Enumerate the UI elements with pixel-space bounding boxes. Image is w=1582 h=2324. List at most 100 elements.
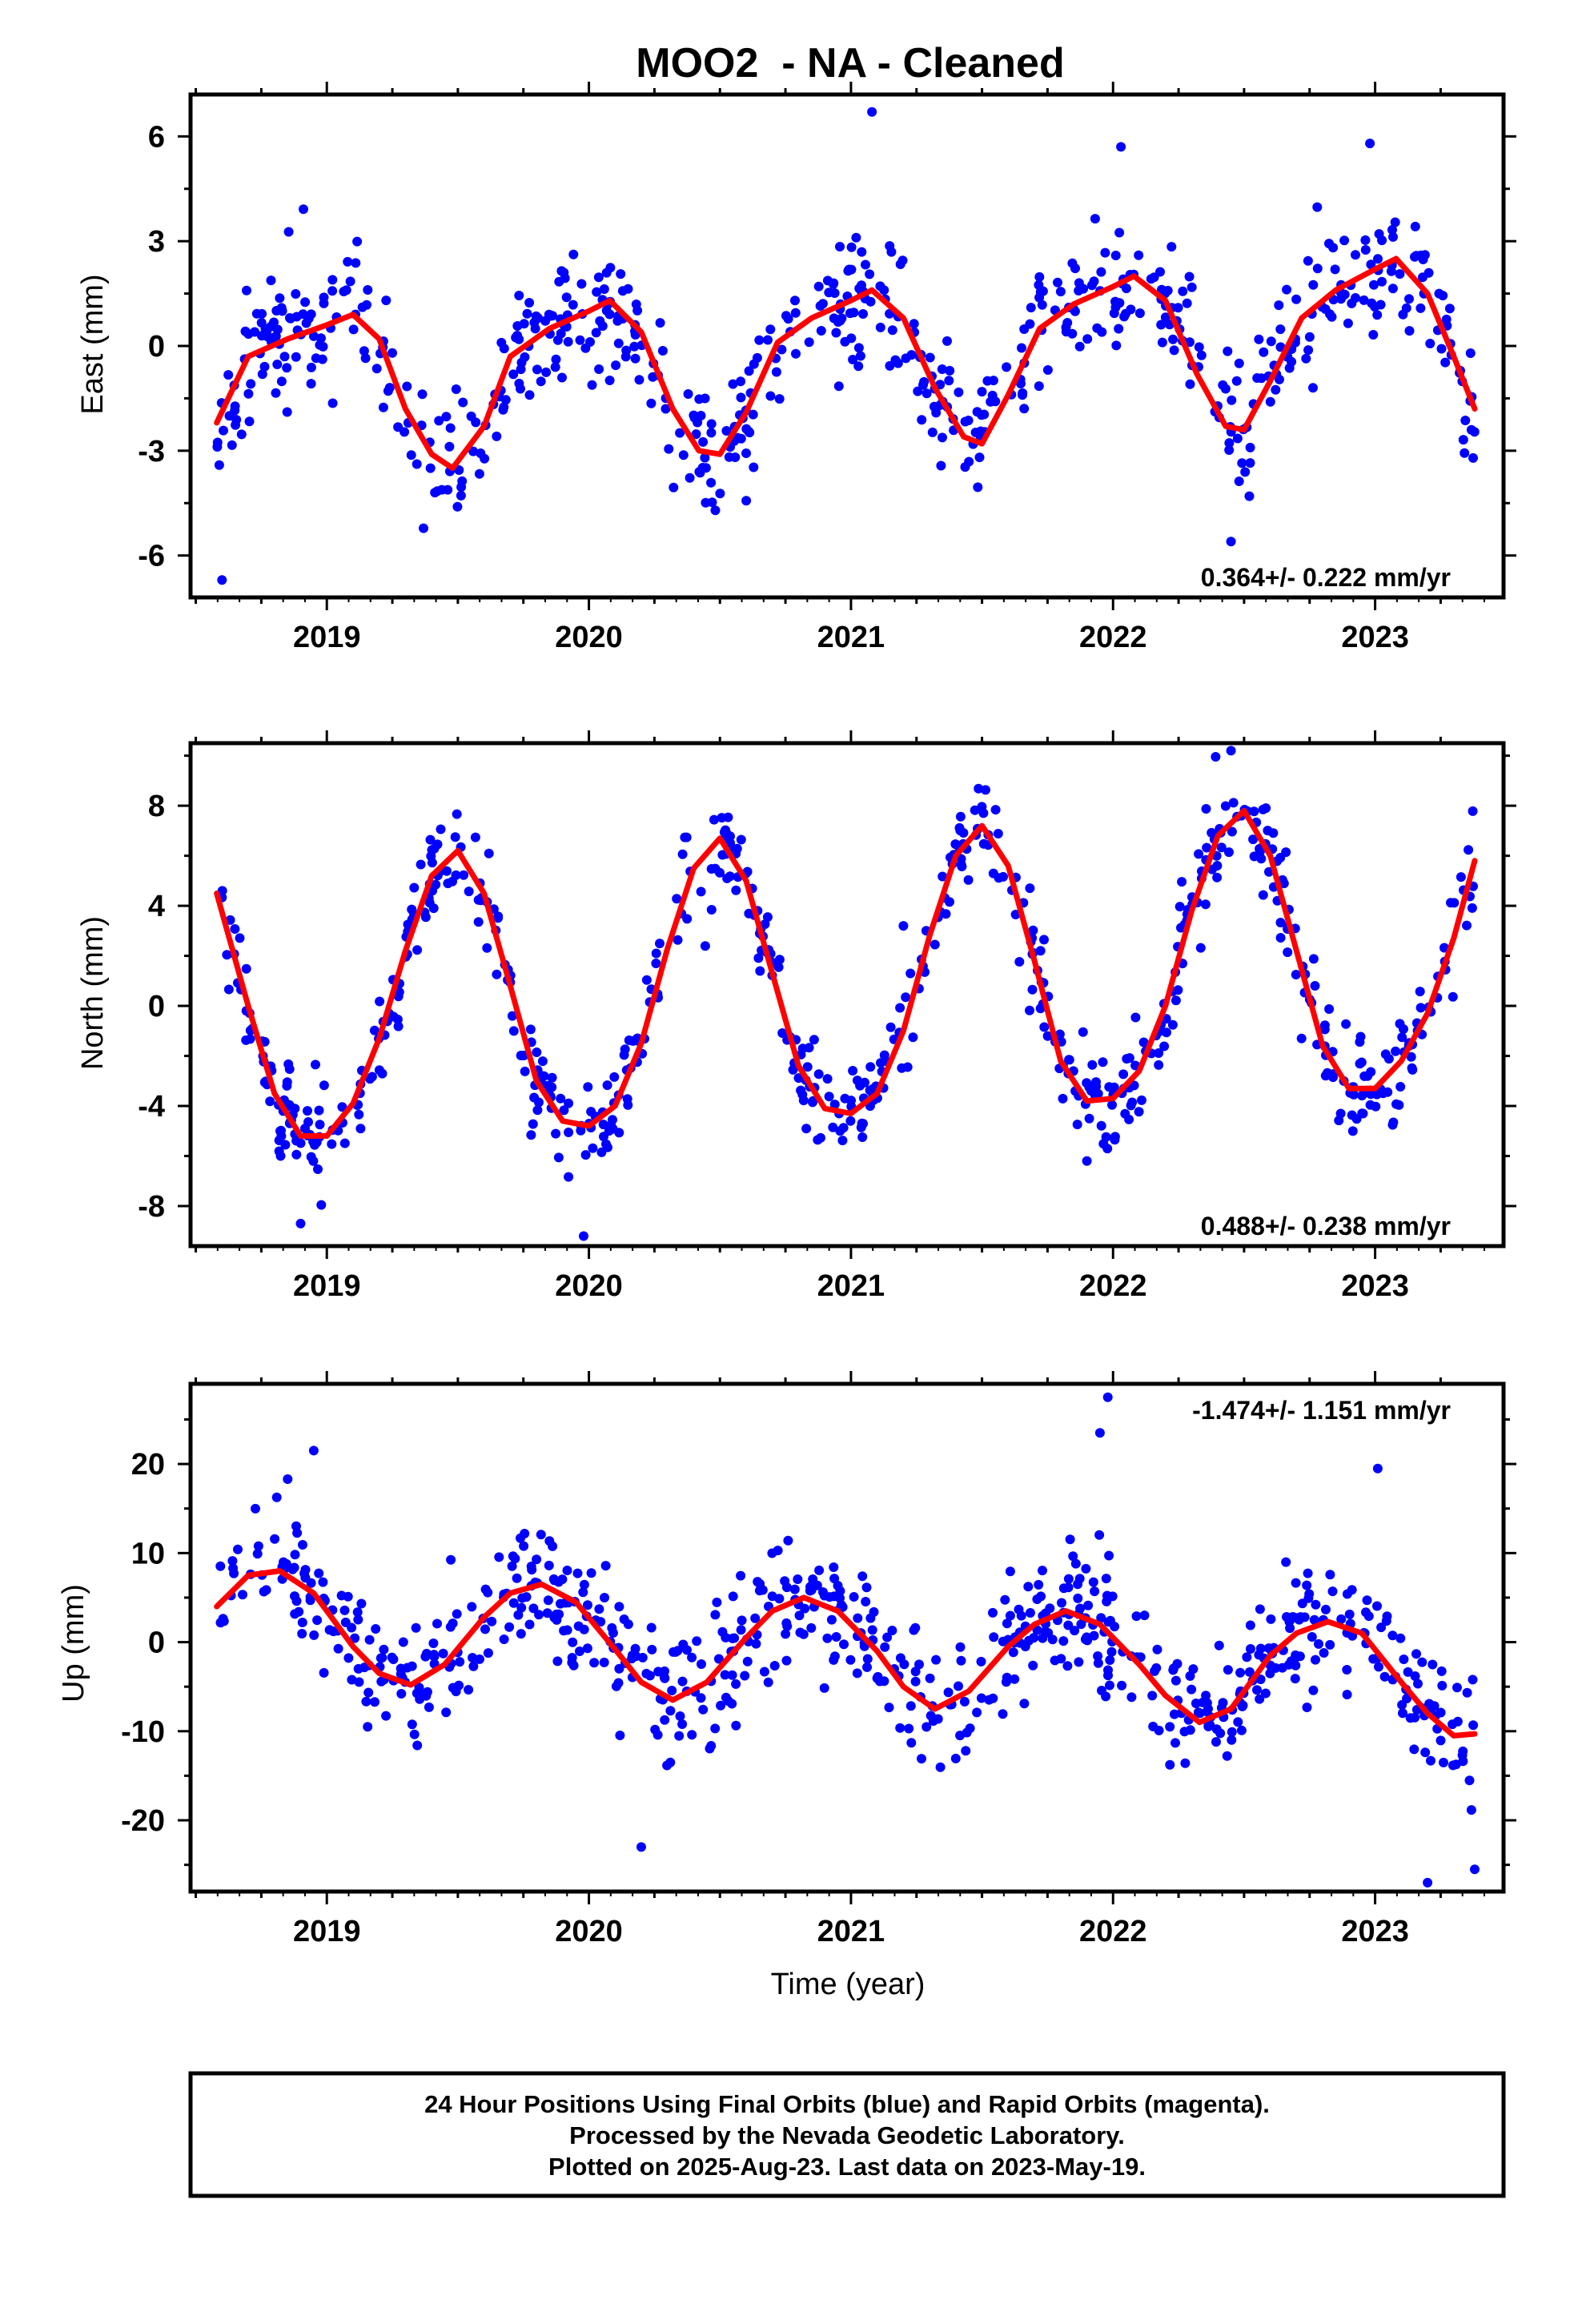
north-data-point (1042, 1031, 1053, 1041)
north-data-point (464, 887, 474, 897)
up-data-point (910, 1676, 921, 1687)
north-outlier-point (295, 1218, 306, 1228)
north-data-point (327, 1139, 337, 1149)
east-data-point (1404, 326, 1415, 336)
east-data-point (1082, 334, 1093, 344)
north-data-point (547, 1072, 557, 1083)
east-data-point (1303, 255, 1313, 266)
up-data-point (1179, 1727, 1190, 1737)
up-data-point (882, 1632, 893, 1642)
north-data-point (677, 849, 688, 859)
up-data-point (1097, 1686, 1106, 1695)
north-data-point (1391, 1046, 1401, 1056)
north-data-point (1138, 1037, 1149, 1047)
east-data-point (230, 401, 240, 412)
up-data-point (931, 1655, 942, 1665)
up-data-point (343, 1653, 354, 1663)
east-data-point (529, 317, 540, 328)
up-data-point (1436, 1666, 1447, 1676)
up-data-point (1106, 1647, 1117, 1657)
east-data-point (700, 452, 710, 463)
east-data-point (276, 303, 287, 313)
east-data-point (432, 486, 443, 497)
north-data-point (614, 1128, 624, 1138)
north-ytick-label: 4 (148, 890, 165, 923)
north-data-point (1308, 954, 1319, 964)
east-data-point (691, 429, 701, 440)
up-data-point (411, 1622, 421, 1633)
north-data-point (241, 963, 251, 974)
north-data-point (988, 868, 998, 879)
north-data-point (1118, 1069, 1129, 1080)
up-data-point (826, 1614, 837, 1625)
north-data-point (1078, 1027, 1088, 1037)
up-data-point (583, 1600, 592, 1610)
up-data-point (1000, 1594, 1010, 1605)
up-data-point (1413, 1679, 1423, 1689)
north-data-point (822, 1074, 833, 1084)
up-data-point (906, 1738, 917, 1748)
north-data-point (1258, 890, 1268, 900)
east-data-point (972, 407, 982, 417)
east-data-point (1114, 227, 1125, 238)
north-data-point (857, 1132, 868, 1142)
up-data-point (1025, 1608, 1035, 1618)
east-data-point (921, 388, 932, 399)
north-data-point (620, 1044, 630, 1055)
up-data-point (507, 1561, 517, 1571)
up-panel: Up (mm) -1.474+/- 1.151 mm/yr Time (year… (57, 1371, 1516, 2001)
up-data-point (445, 1622, 456, 1632)
up-data-point (1302, 1703, 1312, 1712)
east-data-point (678, 450, 689, 460)
footer-frame (188, 2071, 1506, 2198)
north-data-point (1027, 984, 1038, 995)
east-data-point (1157, 337, 1167, 348)
up-data-point (1381, 1616, 1391, 1626)
up-data-point (814, 1565, 825, 1575)
up-data-point (467, 1602, 477, 1612)
north-data-point (1134, 1107, 1144, 1117)
up-data-point (1088, 1577, 1098, 1587)
up-outlier-point (636, 1842, 646, 1852)
up-data-point (1397, 1699, 1407, 1710)
north-data-point (1014, 957, 1025, 967)
up-fit-line (214, 1568, 1478, 1739)
north-data-point (755, 966, 765, 976)
up-data-point (1303, 1568, 1313, 1578)
up-data-point (562, 1625, 572, 1635)
up-data-point (611, 1681, 621, 1691)
north-data-point (526, 1130, 536, 1140)
east-data-point (1169, 345, 1179, 356)
up-data-point (1093, 1658, 1103, 1668)
east-data-point (548, 311, 557, 321)
up-data-point (710, 1610, 721, 1620)
north-data-point (583, 1082, 593, 1092)
east-data-point (1037, 300, 1047, 310)
up-data-point (921, 1722, 932, 1732)
north-data-point (1224, 847, 1234, 858)
up-data-point (354, 1677, 364, 1687)
east-data-point (664, 444, 674, 454)
up-data-point (742, 1656, 753, 1667)
east-data-point (861, 259, 870, 270)
up-data-point (1105, 1615, 1115, 1626)
east-data-point (1182, 298, 1192, 308)
north-data-point (315, 1120, 325, 1130)
up-data-point (388, 1655, 399, 1664)
east-data-point (885, 241, 895, 251)
up-data-point (568, 1660, 579, 1671)
north-data-point (978, 808, 989, 818)
north-data-point (223, 984, 234, 995)
east-data-point (309, 331, 319, 341)
north-data-point (1096, 1120, 1106, 1131)
north-xtick-label: 2020 (555, 1269, 623, 1303)
up-data-point (852, 1668, 862, 1679)
up-outlier-point (1372, 1463, 1383, 1474)
up-data-point (1083, 1600, 1094, 1610)
north-data-point (1170, 995, 1181, 1006)
up-data-point (865, 1613, 876, 1623)
east-data-point (371, 364, 382, 374)
up-data-point (737, 1615, 747, 1626)
east-data-point (857, 247, 867, 257)
east-data-point (345, 276, 355, 287)
